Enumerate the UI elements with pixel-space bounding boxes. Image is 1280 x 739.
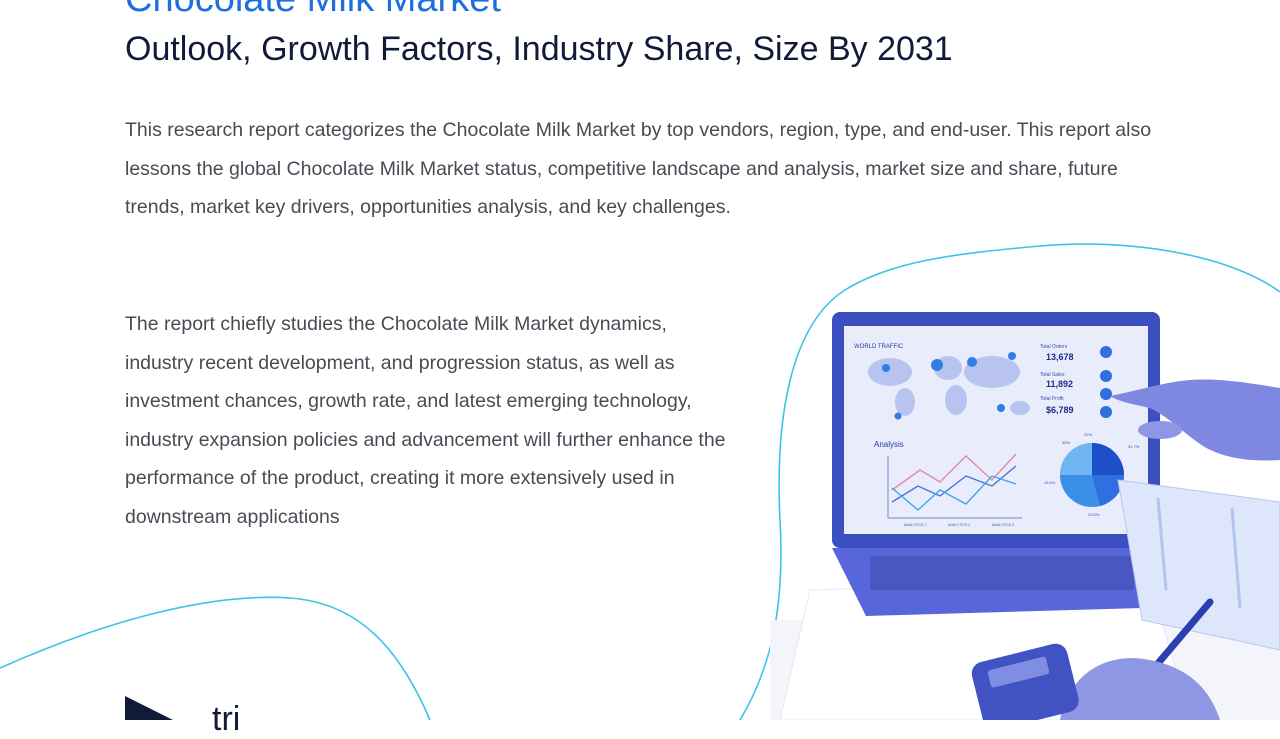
pie-label: 30% — [1062, 440, 1070, 445]
stat-value: 13,678 — [1046, 352, 1074, 362]
company-logo-mark — [125, 696, 173, 720]
stats-panel: Total Orders 13,678 Total Sales 11,892 T… — [1040, 344, 1074, 415]
paper-lines — [1156, 497, 1242, 609]
pointing-hand — [1110, 379, 1280, 461]
stat-label: Total Orders — [1040, 344, 1068, 350]
pie-labels: 30% 22% 31.7% 15.6% 23.5% — [1044, 432, 1140, 517]
legend-item: ANALYTICS 1 — [904, 523, 926, 527]
curve-right — [739, 243, 1280, 720]
legend-item: ANALYTICS 3 — [992, 523, 1014, 527]
page-title: Chocolate Milk Market — [125, 0, 501, 21]
writing-hand — [1060, 598, 1220, 720]
screen-chart-label: Analysis — [874, 440, 904, 449]
decorative-curves — [0, 243, 1280, 720]
calculator-display — [987, 656, 1050, 688]
curve-left — [0, 596, 431, 720]
pie-label: 23.5% — [1088, 512, 1100, 517]
stat-label: Total Profit — [1040, 396, 1064, 402]
stat-value: $6,789 — [1046, 405, 1074, 415]
pie-label: 15.6% — [1044, 480, 1056, 485]
details-paragraph: The report chiefly studies the Chocolate… — [125, 313, 726, 528]
mini-pies — [1100, 346, 1112, 418]
pie-label: 22% — [1084, 432, 1092, 437]
pie-label: 31.7% — [1128, 444, 1140, 449]
intro-paragraph: This research report categorizes the Cho… — [125, 119, 1152, 219]
stat-label: Total Sales — [1040, 372, 1065, 378]
map-markers — [882, 352, 1016, 420]
screen-legend: ANALYTICS 1 ANALYTICS 2 ANALYTICS 3 — [904, 523, 1014, 527]
laptop-keyboard — [870, 556, 1134, 590]
screen-line-chart — [887, 453, 1022, 519]
screen-pie-chart — [1060, 443, 1124, 507]
legend-item: ANALYTICS 2 — [948, 523, 970, 527]
screen-title: WORLD TRAFFIC — [854, 344, 904, 350]
laptop-dashboard-photo: WORLD TRAFFIC Total Orders 13,678 Total … — [770, 312, 1280, 720]
world-map — [868, 356, 1030, 416]
page-subtitle: Outlook, Growth Factors, Industry Share,… — [125, 30, 953, 68]
stat-value: 11,892 — [1046, 379, 1073, 389]
calculator — [971, 643, 1079, 720]
